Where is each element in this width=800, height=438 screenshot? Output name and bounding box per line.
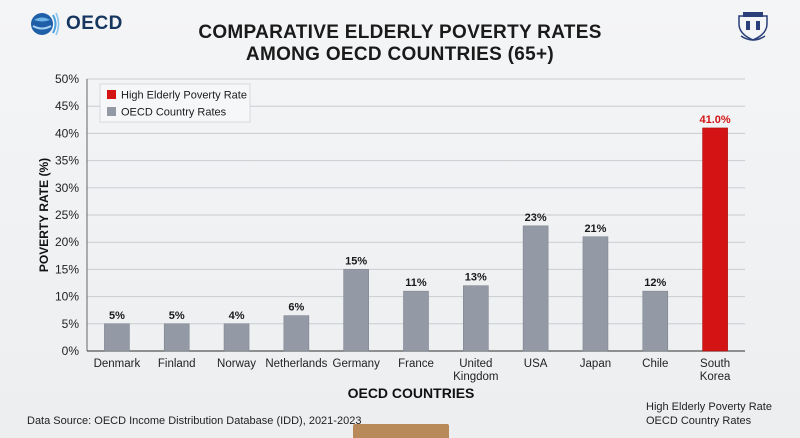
data-label-south-korea: 41.0% (699, 114, 730, 126)
x-tick-label-united: United (459, 358, 492, 370)
bar-norway (223, 323, 250, 352)
legend-swatch-0 (107, 90, 116, 99)
data-label-chile: 12% (644, 277, 666, 289)
y-tick-label-25: 25% (55, 208, 79, 222)
bar-usa (522, 225, 549, 352)
bar-south-korea (702, 127, 728, 352)
bar-germany (343, 269, 369, 352)
bar-denmark (104, 323, 130, 352)
x-tick-label-kingdom: Kingdom (453, 371, 498, 383)
chart-title-line-2: AMONG OECD COUNTRIES (65+) (245, 44, 555, 65)
bar-japan (582, 236, 609, 352)
y-tick-label-10: 10% (55, 290, 79, 304)
x-tick-label-france: France (398, 358, 434, 370)
y-tick-label-5: 5% (62, 317, 80, 331)
x-tick-label-chile: Chile (642, 358, 668, 370)
legend-label-1: OECD Country Rates (121, 107, 227, 119)
y-tick-label-35: 35% (55, 154, 79, 168)
y-tick-label-30: 30% (55, 181, 79, 195)
oecd-globe-icon (31, 12, 60, 36)
data-label-france: 11% (405, 277, 427, 289)
x-tick-label-japan: Japan (580, 358, 611, 370)
podium (353, 424, 449, 438)
legend-label-0: High Elderly Poverty Rate (121, 90, 247, 102)
x-tick-label-denmark: Denmark (94, 358, 141, 370)
footer-legend-text: High Elderly Poverty Rate OECD Country R… (646, 400, 772, 428)
x-tick-label-finland: Finland (158, 358, 196, 370)
x-tick-label-netherlands: Netherlands (265, 358, 327, 370)
data-label-finland: 5% (169, 310, 185, 322)
y-tick-label-0: 0% (62, 344, 80, 358)
bar-france (403, 290, 429, 352)
x-tick-label-norway: Norway (217, 358, 256, 370)
y-tick-label-50: 50% (55, 72, 79, 86)
footer-legend-high: High Elderly Poverty Rate (646, 401, 772, 413)
y-tick-label-20: 20% (55, 235, 79, 249)
data-label-netherlands: 6% (288, 302, 304, 314)
x-tick-label-germany: Germany (333, 358, 381, 370)
university-crest-icon (738, 12, 768, 41)
y-axis-label: POVERTY RATE (%) (37, 158, 51, 272)
x-axis-label: OECD COUNTRIES (348, 385, 475, 401)
data-label-norway: 4% (229, 310, 245, 322)
data-label-germany: 15% (345, 255, 367, 267)
y-tick-label-15: 15% (55, 262, 79, 276)
data-source-note: Data Source: OECD Income Distribution Da… (27, 415, 362, 427)
data-label-japan: 21% (584, 223, 606, 235)
bar-chile (642, 290, 669, 352)
x-tick-label-usa: USA (524, 358, 548, 370)
oecd-logo: OECD (30, 11, 123, 37)
y-tick-label-45: 45% (55, 99, 79, 113)
data-label-united-kingdom: 13% (465, 272, 487, 284)
bar-finland (163, 323, 190, 352)
legend-swatch-1 (107, 107, 116, 116)
data-label-usa: 23% (525, 212, 547, 224)
brand-name: OECD (66, 13, 123, 34)
y-tick-label-40: 40% (55, 126, 79, 140)
bar-netherlands (283, 315, 310, 352)
x-tick-label-korea: Korea (700, 371, 731, 383)
data-label-denmark: 5% (109, 310, 125, 322)
footer-legend-normal: OECD Country Rates (646, 415, 752, 427)
legend-box (99, 83, 251, 123)
chart-title-line-1: COMPARATIVE ELDERLY POVERTY RATES (198, 22, 602, 43)
x-tick-label-south: South (700, 358, 730, 370)
bar-united-kingdom (463, 285, 489, 352)
